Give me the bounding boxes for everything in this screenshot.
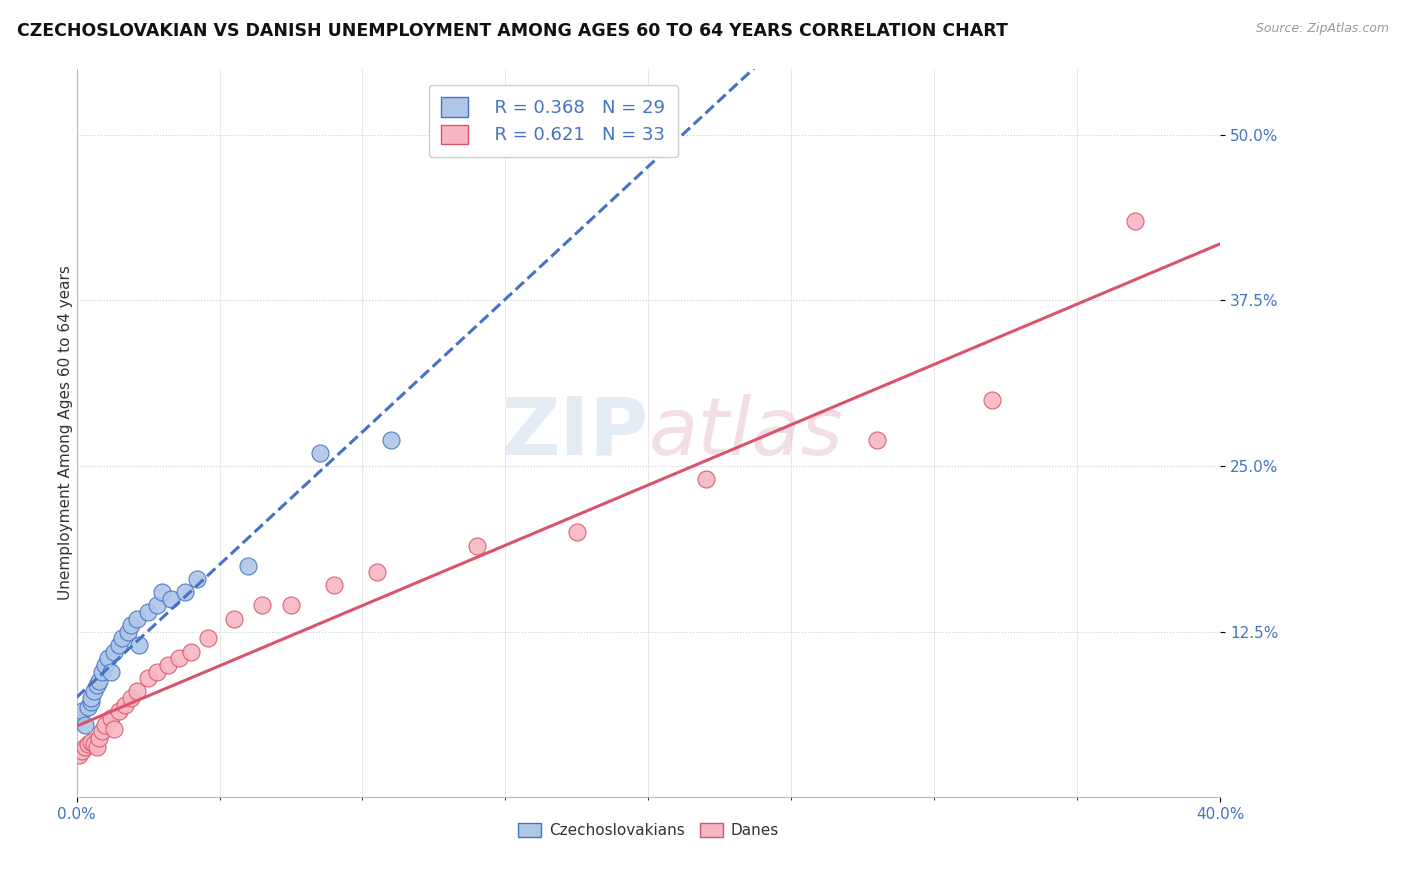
Point — [100, 711, 122, 725]
Point — [80, 695, 103, 709]
Point — [565, 525, 588, 540]
Text: atlas: atlas — [648, 394, 844, 472]
Point — [89, 673, 111, 688]
Point — [322, 578, 344, 592]
Point — [136, 671, 159, 685]
Point — [380, 433, 402, 447]
Point — [866, 433, 889, 447]
Point — [117, 624, 139, 639]
Point — [83, 684, 105, 698]
Point — [145, 599, 167, 613]
Point — [89, 731, 111, 745]
Point — [174, 585, 197, 599]
Point — [77, 738, 100, 752]
Point — [80, 735, 103, 749]
Point — [695, 472, 717, 486]
Point — [72, 704, 94, 718]
Point — [280, 599, 302, 613]
Point — [186, 572, 208, 586]
Point — [157, 657, 180, 672]
Point — [128, 638, 150, 652]
Point — [169, 651, 191, 665]
Point — [108, 638, 131, 652]
Point — [125, 611, 148, 625]
Point — [103, 722, 125, 736]
Point — [160, 591, 183, 606]
Point — [197, 632, 219, 646]
Point — [120, 691, 142, 706]
Point — [103, 645, 125, 659]
Y-axis label: Unemployment Among Ages 60 to 64 years: Unemployment Among Ages 60 to 64 years — [58, 266, 73, 600]
Point — [97, 651, 120, 665]
Point — [100, 665, 122, 679]
Point — [67, 747, 90, 762]
Point — [80, 691, 103, 706]
Point — [94, 717, 117, 731]
Point — [72, 744, 94, 758]
Point — [91, 724, 114, 739]
Point — [125, 684, 148, 698]
Point — [86, 678, 108, 692]
Point — [465, 539, 488, 553]
Point — [108, 704, 131, 718]
Point — [980, 392, 1002, 407]
Point — [86, 740, 108, 755]
Point — [222, 611, 245, 625]
Point — [136, 605, 159, 619]
Point — [236, 558, 259, 573]
Point — [83, 738, 105, 752]
Point — [1123, 214, 1146, 228]
Legend: Czechoslovakians, Danes: Czechoslovakians, Danes — [512, 817, 785, 845]
Point — [91, 665, 114, 679]
Text: Source: ZipAtlas.com: Source: ZipAtlas.com — [1256, 22, 1389, 36]
Point — [145, 665, 167, 679]
Point — [366, 565, 388, 579]
Point — [75, 717, 97, 731]
Point — [77, 700, 100, 714]
Point — [111, 632, 134, 646]
Point — [308, 446, 330, 460]
Point — [252, 599, 274, 613]
Point — [120, 618, 142, 632]
Point — [180, 645, 202, 659]
Point — [67, 711, 90, 725]
Point — [114, 698, 136, 712]
Point — [75, 740, 97, 755]
Text: CZECHOSLOVAKIAN VS DANISH UNEMPLOYMENT AMONG AGES 60 TO 64 YEARS CORRELATION CHA: CZECHOSLOVAKIAN VS DANISH UNEMPLOYMENT A… — [17, 22, 1008, 40]
Point — [150, 585, 173, 599]
Text: ZIP: ZIP — [501, 394, 648, 472]
Point — [94, 657, 117, 672]
